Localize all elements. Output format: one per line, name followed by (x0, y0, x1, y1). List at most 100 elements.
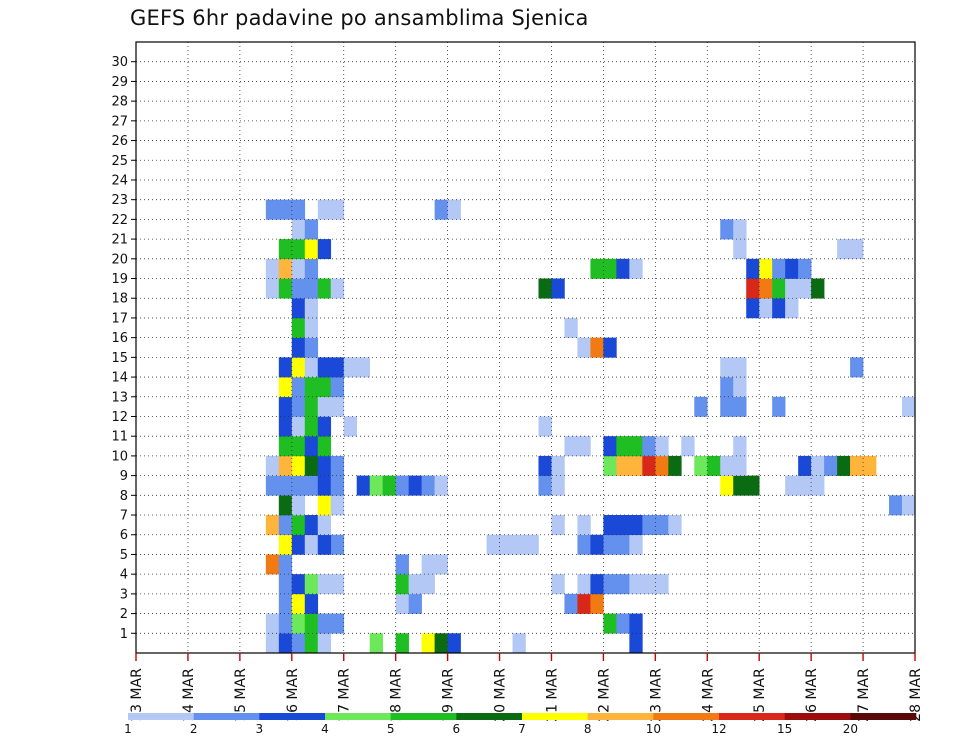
heatmap-cell (551, 515, 565, 536)
heatmap-cell (577, 534, 591, 555)
heatmap-cell (291, 613, 306, 634)
y-tick-label: 22 (111, 213, 128, 228)
heatmap-cell (629, 455, 643, 476)
heatmap-cell (486, 534, 500, 555)
heatmap-cell (291, 317, 306, 338)
heatmap-cell (629, 534, 643, 555)
heatmap-cell (343, 357, 358, 378)
heatmap-cell (395, 593, 409, 614)
heatmap-cell (330, 495, 345, 516)
heatmap-cell (291, 199, 306, 220)
heatmap-cell (837, 455, 851, 476)
heatmap-cell (395, 633, 409, 654)
heatmap-cell (291, 455, 306, 476)
heatmap-cell (590, 593, 604, 614)
heatmap-cell (304, 436, 319, 457)
heatmap-cell (304, 515, 319, 536)
y-tick-label: 11 (111, 430, 128, 445)
heatmap-cell (278, 515, 293, 536)
y-tick-label: 28 (111, 95, 128, 110)
heatmap-cell (577, 574, 591, 595)
heatmap-cell (616, 515, 630, 536)
y-tick-label: 25 (111, 154, 128, 169)
y-tick-label: 1 (120, 627, 128, 642)
heatmap-cell (447, 633, 461, 654)
heatmap-cell (330, 396, 345, 417)
heatmap-cell (564, 593, 578, 614)
heatmap-cell (577, 436, 591, 457)
heatmap-cell (629, 633, 643, 654)
heatmap-cell (746, 258, 760, 279)
heatmap-cell (408, 574, 422, 595)
heatmap-cell (265, 475, 280, 496)
heatmap-cell (551, 574, 565, 595)
heatmap-cell (733, 239, 747, 260)
heatmap-cell (291, 495, 306, 516)
heatmap-cell (850, 357, 864, 378)
heatmap-cell (694, 396, 708, 417)
heatmap-cell (278, 396, 293, 417)
heatmap-cell (278, 357, 293, 378)
colorbar-segment (784, 713, 851, 720)
colorbar-segment (390, 713, 457, 720)
colorbar-label: 1 (124, 722, 132, 736)
heatmap-cell (642, 574, 656, 595)
heatmap-cell (304, 219, 319, 240)
heatmap-cell (304, 396, 319, 417)
heatmap-cell (629, 436, 643, 457)
heatmap-cell (304, 239, 319, 260)
x-tick-label: 23 MAR (648, 668, 664, 722)
heatmap-cell (304, 613, 319, 634)
heatmap-cell (291, 416, 306, 437)
heatmap-cell (733, 219, 747, 240)
heatmap-cell (304, 377, 319, 398)
heatmap-cell (291, 377, 306, 398)
x-tick-label: 16 MAR (285, 668, 301, 722)
y-tick-label: 3 (120, 587, 128, 602)
heatmap-cell (330, 199, 345, 220)
heatmap-cell (603, 337, 617, 358)
heatmap-cell (291, 475, 306, 496)
heatmap-cell (356, 357, 370, 378)
heatmap-cell (642, 455, 656, 476)
heatmap-cell (629, 574, 643, 595)
heatmap-cell (408, 593, 422, 614)
heatmap-cell (330, 574, 345, 595)
heatmap-cell (395, 554, 409, 575)
heatmap-cell (278, 239, 293, 260)
heatmap-cell (616, 258, 630, 279)
heatmap-cell (291, 574, 306, 595)
heatmap-cell (759, 278, 773, 299)
heatmap-cell (356, 475, 370, 496)
colorbar-segment (719, 713, 785, 720)
y-tick-label: 7 (120, 509, 128, 524)
heatmap-cell (720, 455, 734, 476)
heatmap-cell (811, 475, 825, 496)
heatmap-cell (798, 278, 812, 299)
heatmap-cell (304, 475, 319, 496)
colorbar-segment (587, 713, 654, 720)
heatmap-cell (798, 455, 812, 476)
y-tick-label: 23 (111, 193, 128, 208)
heatmap-cell (811, 278, 825, 299)
heatmap-cell (824, 455, 838, 476)
heatmap-cell (421, 475, 435, 496)
heatmap-cell (317, 633, 332, 654)
y-tick-label: 13 (111, 390, 128, 405)
y-tick-label: 6 (120, 528, 128, 543)
heatmap-cell (317, 357, 332, 378)
heatmap-cell (330, 534, 345, 555)
heatmap-cell (551, 278, 565, 299)
heatmap-cell (655, 515, 669, 536)
x-tick-label: 28 MAR (908, 668, 924, 722)
heatmap-cell (785, 298, 799, 319)
heatmap-cell (265, 515, 280, 536)
y-tick-label: 15 (111, 351, 128, 366)
heatmap-cell (278, 495, 293, 516)
heatmap-cell (265, 258, 280, 279)
heatmap-cell (265, 613, 280, 634)
x-tick-label: 21 MAR (544, 668, 560, 722)
colorbar-label: 15 (777, 722, 792, 736)
heatmap-cell (577, 515, 591, 536)
